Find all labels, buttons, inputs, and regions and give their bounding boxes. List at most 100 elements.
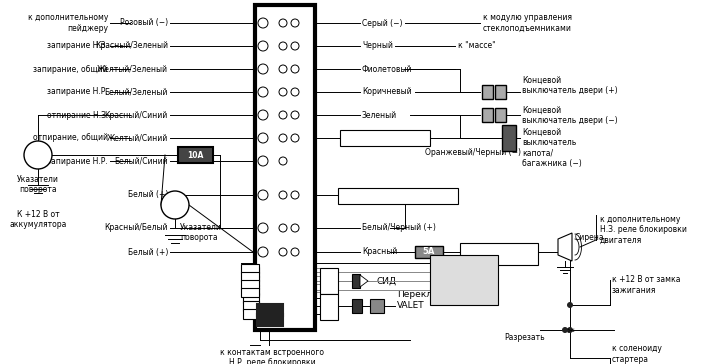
Bar bbox=[243, 293, 259, 303]
Bar bbox=[243, 267, 259, 277]
Circle shape bbox=[567, 327, 573, 333]
Text: Черный: Черный bbox=[362, 41, 393, 51]
Bar bbox=[243, 309, 259, 319]
Circle shape bbox=[258, 156, 268, 166]
Bar bbox=[495, 108, 506, 122]
Circle shape bbox=[291, 248, 299, 256]
Text: Синий (−): Синий (−) bbox=[362, 134, 402, 142]
Text: к дополнительному
Н.З. реле блокировки
двигателя: к дополнительному Н.З. реле блокировки д… bbox=[600, 215, 687, 245]
Circle shape bbox=[258, 64, 268, 74]
Text: Концевой
выключатель двери (−): Концевой выключатель двери (−) bbox=[522, 105, 618, 125]
Text: запирание Н.Р.: запирание Н.Р. bbox=[47, 157, 108, 166]
Text: Сирена: Сирена bbox=[575, 233, 605, 242]
Text: Указатели
поворота: Указатели поворота bbox=[17, 175, 59, 194]
Circle shape bbox=[279, 19, 287, 27]
Text: Желтый/Синий: Желтый/Синий bbox=[107, 134, 168, 142]
Circle shape bbox=[291, 111, 299, 119]
Bar bbox=[338, 188, 458, 204]
Text: отпирание, общий: отпирание, общий bbox=[33, 134, 108, 142]
Text: к соленоиду
стартера: к соленоиду стартера bbox=[612, 344, 662, 364]
Text: Красный: Красный bbox=[362, 248, 397, 257]
Text: Белый/Зеленый: Белый/Зеленый bbox=[104, 87, 168, 96]
Bar bbox=[241, 288, 259, 297]
Text: Концевой
выключатель двери (+): Концевой выключатель двери (+) bbox=[522, 75, 618, 95]
Text: К +12 В от
аккумулятора: К +12 В от аккумулятора bbox=[9, 210, 67, 229]
Circle shape bbox=[258, 110, 268, 120]
Circle shape bbox=[562, 327, 568, 333]
Bar bbox=[482, 85, 493, 99]
Text: ✂: ✂ bbox=[567, 325, 575, 335]
Text: Белый (+): Белый (+) bbox=[128, 190, 168, 199]
Bar bbox=[243, 301, 259, 311]
Bar bbox=[257, 314, 283, 326]
Bar bbox=[460, 243, 538, 265]
Text: Указатели
поворота: Указатели поворота bbox=[180, 223, 222, 242]
Bar bbox=[243, 285, 259, 295]
Circle shape bbox=[279, 191, 287, 199]
Circle shape bbox=[258, 41, 268, 51]
Text: к модулю управления
стеклоподъемниками: к модулю управления стеклоподъемниками bbox=[483, 13, 572, 33]
Text: 10А: 10А bbox=[187, 150, 203, 159]
Bar bbox=[352, 299, 362, 313]
Circle shape bbox=[258, 190, 268, 200]
Bar bbox=[255, 5, 315, 330]
Circle shape bbox=[279, 134, 287, 142]
Text: к контактам встроенного
Н.Р. реле блокировки: к контактам встроенного Н.Р. реле блокир… bbox=[220, 348, 324, 364]
Text: Белый/Черный (+): Белый/Черный (+) bbox=[362, 223, 436, 233]
Text: Коричневый: Коричневый bbox=[362, 87, 412, 96]
Text: Красный/Синий: Красный/Синий bbox=[104, 111, 168, 119]
Text: Белый (+): Белый (+) bbox=[128, 248, 168, 257]
Circle shape bbox=[279, 157, 287, 165]
Bar bbox=[320, 268, 338, 294]
Circle shape bbox=[279, 42, 287, 50]
Text: К +12 В на замке зажигания: К +12 В на замке зажигания bbox=[340, 191, 456, 201]
Text: к "массе": к "массе" bbox=[458, 41, 496, 51]
Circle shape bbox=[258, 87, 268, 97]
Circle shape bbox=[291, 224, 299, 232]
Bar bbox=[340, 130, 430, 146]
Circle shape bbox=[279, 88, 287, 96]
Text: К +12 В от
аккумулятора: К +12 В от аккумулятора bbox=[471, 244, 528, 264]
Text: Серый (−): Серый (−) bbox=[362, 19, 402, 28]
Bar bbox=[178, 147, 213, 163]
Circle shape bbox=[258, 223, 268, 233]
Text: Белый/Синий: Белый/Синий bbox=[115, 157, 168, 166]
Text: Желтый/Зеленый: Желтый/Зеленый bbox=[97, 64, 168, 74]
Circle shape bbox=[161, 191, 189, 219]
Text: Концевой
выключатель
капота/
багажника (−): Концевой выключатель капота/ багажника (… bbox=[522, 128, 581, 168]
Circle shape bbox=[24, 141, 52, 169]
Text: 5А: 5А bbox=[423, 248, 435, 257]
Text: Выход 2-го канала: Выход 2-го канала bbox=[347, 134, 423, 142]
Circle shape bbox=[291, 134, 299, 142]
Text: Оранжевый/Черный (−): Оранжевый/Черный (−) bbox=[425, 148, 521, 157]
Text: к +12 В от замка
зажигания: к +12 В от замка зажигания bbox=[612, 275, 681, 295]
Text: Розовый (−): Розовый (−) bbox=[120, 19, 168, 28]
Bar bbox=[241, 280, 259, 289]
Text: к дополнительному
пейджеру: к дополнительному пейджеру bbox=[28, 13, 108, 33]
Text: запирание Н.Р.: запирание Н.Р. bbox=[47, 87, 108, 96]
Circle shape bbox=[291, 88, 299, 96]
Text: Переключатель
VALET: Переключатель VALET bbox=[397, 290, 473, 310]
Circle shape bbox=[279, 224, 287, 232]
Text: Красный/Белый: Красный/Белый bbox=[104, 223, 168, 233]
Text: Зеленый: Зеленый bbox=[362, 111, 397, 119]
Circle shape bbox=[291, 65, 299, 73]
Circle shape bbox=[279, 111, 287, 119]
Bar bbox=[415, 246, 443, 258]
Text: Фиолетовый: Фиолетовый bbox=[362, 64, 413, 74]
Text: запирание, общий: запирание, общий bbox=[33, 64, 108, 74]
Circle shape bbox=[258, 133, 268, 143]
Circle shape bbox=[291, 191, 299, 199]
Circle shape bbox=[258, 247, 268, 257]
Text: СИД: СИД bbox=[377, 277, 397, 285]
Polygon shape bbox=[558, 233, 572, 261]
Text: Разрезать: Разрезать bbox=[505, 333, 545, 342]
Circle shape bbox=[567, 302, 573, 308]
Polygon shape bbox=[360, 275, 368, 287]
Circle shape bbox=[291, 42, 299, 50]
Circle shape bbox=[291, 19, 299, 27]
Bar bbox=[243, 276, 259, 286]
Bar bbox=[482, 108, 493, 122]
Text: отпирание Н.З.: отпирание Н.З. bbox=[46, 111, 108, 119]
Bar bbox=[370, 299, 384, 313]
